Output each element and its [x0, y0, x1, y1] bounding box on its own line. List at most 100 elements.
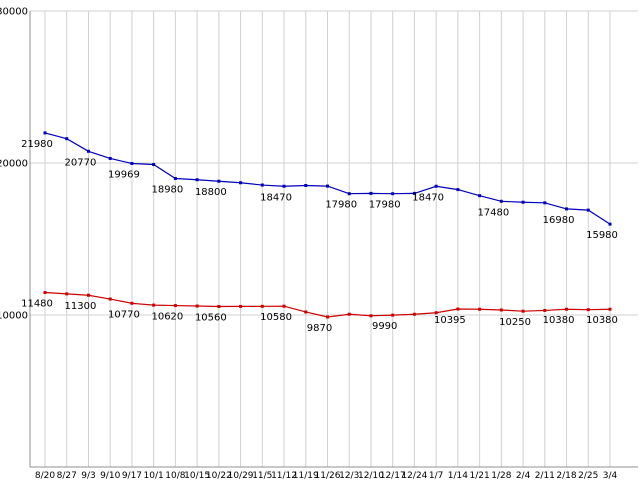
x-tick-label: 11/12	[271, 471, 297, 480]
upper-series-marker	[391, 192, 395, 196]
lower-series-marker	[543, 308, 547, 312]
upper-series-marker	[260, 183, 264, 187]
lower-series-marker	[282, 304, 286, 308]
upper-series-point-label: 17980	[325, 200, 357, 211]
lower-series-marker	[260, 304, 264, 308]
lower-series-point-label: 11480	[21, 299, 53, 310]
upper-series-point-label: 17980	[369, 200, 401, 211]
lower-series-point-label: 9870	[307, 323, 332, 334]
x-tick-label: 1/28	[491, 471, 511, 480]
upper-series-marker	[282, 184, 286, 188]
series-lower-series: 11480 11300 10770 10620 10560 10580 9870 9990 10…	[21, 291, 618, 334]
upper-series-point-label: 18980	[151, 185, 183, 196]
x-axis-labels: 8/20 8/27 9/3 9/10 9/17 10/1 10/810/1510/2210/…	[35, 471, 618, 480]
lower-series-marker	[499, 308, 503, 312]
x-tick-label: 12/10	[358, 471, 384, 480]
upper-series-point-label: 15980	[586, 230, 618, 241]
x-tick-label: 10/22	[206, 471, 232, 480]
lower-series-point-label: 10395	[434, 315, 466, 326]
lower-series-marker	[391, 313, 395, 317]
x-tick-label: 8/27	[57, 471, 77, 480]
upper-series-marker	[369, 191, 373, 195]
lower-series-marker	[239, 304, 243, 308]
upper-series-marker	[412, 191, 416, 195]
x-tick-label: 2/11	[535, 471, 555, 480]
x-tick-label: 1/7	[429, 471, 443, 480]
lower-series-marker	[434, 311, 438, 315]
upper-series-marker	[108, 156, 112, 160]
x-tick-label: 10/1	[144, 471, 164, 480]
upper-series-marker	[195, 178, 199, 182]
series-upper-series: 21980 20770 19969 18980 18800 18470 17980 17980…	[21, 131, 618, 241]
upper-series-marker	[586, 208, 590, 212]
lower-series-marker	[43, 291, 47, 295]
upper-series-point-label: 19969	[108, 169, 140, 180]
lower-series-point-label: 10380	[543, 315, 575, 326]
upper-series-point-label: 17480	[477, 207, 509, 218]
upper-series-marker	[239, 181, 243, 185]
upper-series-marker	[304, 183, 308, 187]
upper-series-marker	[499, 199, 503, 203]
lower-series-marker	[565, 307, 569, 311]
lower-series-marker	[304, 310, 308, 314]
x-tick-label: 10/29	[228, 471, 254, 480]
upper-series-marker	[456, 188, 460, 192]
lower-series-marker	[130, 301, 134, 305]
lower-series-marker	[586, 308, 590, 312]
x-tick-label: 2/25	[578, 471, 598, 480]
x-tick-label: 11/26	[315, 471, 341, 480]
lower-series-marker	[108, 297, 112, 301]
x-tick-label: 9/3	[81, 471, 95, 480]
upper-series-marker	[152, 163, 156, 167]
upper-series-marker	[608, 222, 612, 226]
axes	[29, 11, 638, 468]
lower-series-point-label: 10620	[151, 312, 183, 323]
lower-series-marker	[521, 309, 525, 313]
upper-series-marker	[565, 207, 569, 211]
upper-series-point-label: 18800	[195, 187, 227, 198]
upper-series-marker	[347, 192, 351, 196]
x-tick-label: 8/20	[35, 471, 55, 480]
upper-series-marker	[130, 161, 134, 165]
upper-series-marker	[43, 131, 47, 135]
lower-series-marker	[369, 314, 373, 318]
y-tick-label: 10000	[0, 311, 28, 322]
gridlines	[30, 10, 638, 467]
upper-series-point-label: 16980	[543, 215, 575, 226]
x-tick-label: 11/19	[293, 471, 319, 480]
lower-series-marker	[412, 312, 416, 316]
y-tick-label: 20000	[0, 159, 28, 170]
x-tick-label: 2/4	[516, 471, 531, 480]
lower-series-point-label: 10250	[499, 317, 531, 328]
lower-series-point-label: 9990	[372, 321, 397, 332]
lower-series-marker	[608, 307, 612, 311]
x-tick-label: 10/15	[184, 471, 210, 480]
lower-series-marker	[347, 312, 351, 316]
lower-series-point-label: 10770	[108, 309, 140, 320]
x-tick-label: 10/8	[165, 471, 185, 480]
lower-series-point-label: 11300	[65, 301, 97, 312]
lower-series-marker	[152, 303, 156, 307]
upper-series-point-label: 20770	[65, 157, 97, 168]
upper-series-marker	[173, 177, 177, 181]
upper-series-marker	[521, 200, 525, 204]
lower-series-marker	[217, 304, 221, 308]
upper-series-marker	[86, 149, 90, 153]
x-tick-label: 2/18	[556, 471, 576, 480]
x-tick-label: 12/3	[339, 471, 359, 480]
lower-series-marker	[173, 304, 177, 308]
x-tick-label: 11/5	[252, 471, 272, 480]
lower-series-point-label: 10380	[586, 315, 618, 326]
lower-series-marker	[478, 307, 482, 311]
upper-series-marker	[217, 179, 221, 183]
x-tick-label: 1/21	[470, 471, 490, 480]
x-tick-label: 12/24	[401, 471, 427, 480]
lower-series-point-label: 10580	[260, 312, 292, 323]
lower-series-marker	[86, 293, 90, 297]
upper-series-marker	[326, 184, 329, 188]
upper-series-point-label: 18470	[412, 192, 444, 203]
lower-series-marker	[326, 315, 329, 319]
y-tick-label: 30000	[0, 7, 28, 18]
